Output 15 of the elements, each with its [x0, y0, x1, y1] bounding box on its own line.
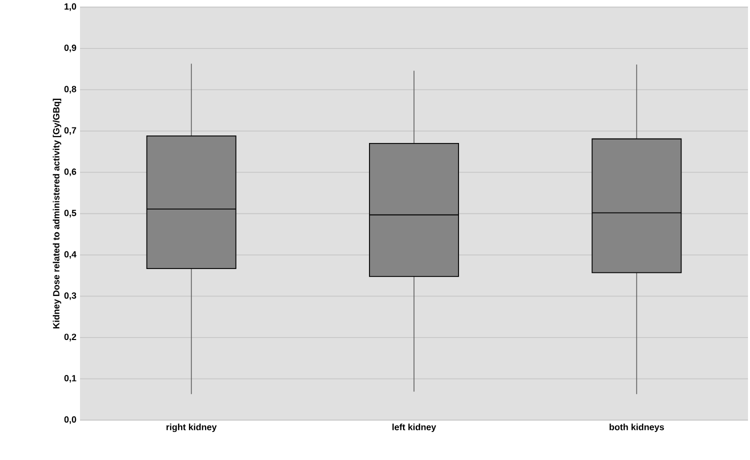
y-tick-label: 0,4: [64, 251, 76, 259]
y-tick-label: 1,0: [64, 3, 76, 11]
y-tick-label: 0,9: [64, 44, 76, 52]
y-tick-label: 0,1: [64, 374, 76, 383]
y-axis-title: Kidney Dose related to administered activity [Gy/GBq]: [52, 98, 62, 328]
y-tick-label: 0,5: [64, 210, 76, 218]
y-tick-label: 0,8: [64, 86, 76, 94]
x-tick-label: left kidney: [392, 424, 436, 432]
y-tick-label: 0,7: [64, 127, 76, 135]
y-tick-label: 0,6: [64, 168, 76, 176]
y-tick-label: 0,3: [64, 292, 76, 300]
y-tick-label: 0,2: [64, 334, 76, 342]
y-tick-label: 0,0: [64, 416, 76, 424]
x-tick-label: right kidney: [166, 424, 217, 432]
x-tick-label: both kidneys: [610, 424, 664, 432]
